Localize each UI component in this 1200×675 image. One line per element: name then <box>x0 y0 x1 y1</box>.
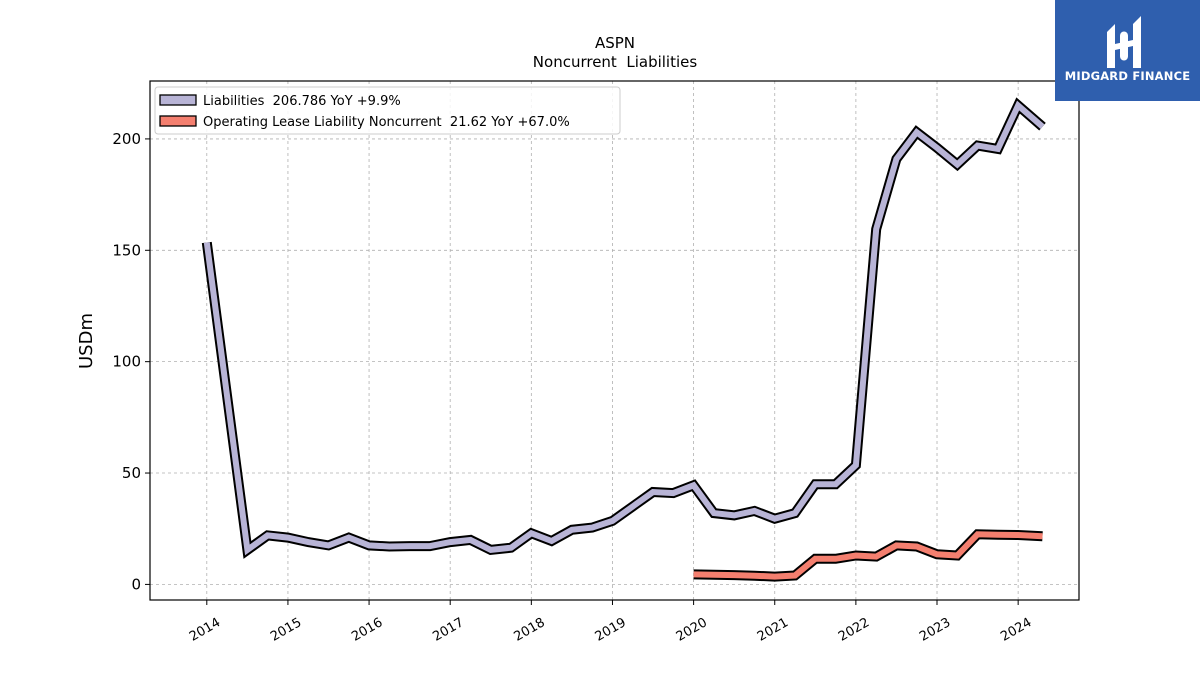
y-tick-label: 0 <box>131 575 141 593</box>
x-tick-label: 2024 <box>998 615 1034 645</box>
x-tick-label: 2018 <box>512 615 548 645</box>
legend-label-liabilities: Liabilities 206.786 YoY +9.9% <box>203 94 401 109</box>
x-tick-label: 2017 <box>430 615 466 645</box>
legend-label-operating-lease: Operating Lease Liability Noncurrent 21.… <box>203 115 570 130</box>
x-tick-label: 2015 <box>268 615 304 645</box>
x-tick-label: 2023 <box>917 615 953 645</box>
legend: Liabilities 206.786 YoY +9.9% Operating … <box>154 86 621 135</box>
x-tick-label: 2022 <box>836 615 872 645</box>
y-tick-label: 100 <box>112 353 141 371</box>
x-tick-label: 2020 <box>674 615 710 645</box>
y-tick-label: 150 <box>112 241 141 259</box>
brand-mark-icon <box>1107 16 1141 68</box>
series-liabilities-outline <box>201 97 1046 559</box>
legend-swatch-liabilities <box>159 94 197 106</box>
legend-swatch-operating-lease <box>159 115 197 127</box>
y-tick-label: 50 <box>122 464 141 482</box>
ticks: 0 50 100 150 200 2014 2015 2016 2017 2018 2019 2020… <box>112 130 1034 645</box>
series-layer <box>201 97 1046 582</box>
y-tick-label: 200 <box>112 130 141 148</box>
x-tick-label: 2019 <box>593 615 629 645</box>
brand-name: MIDGARD FINANCE <box>1064 69 1191 83</box>
y-axis-label: USDm <box>76 313 97 369</box>
x-tick-label: 2021 <box>755 615 791 645</box>
brand-logo: MIDGARD FINANCE <box>1055 0 1200 101</box>
chart-subtitle: Noncurrent Liabilities <box>533 53 698 71</box>
x-tick-label: 2016 <box>349 615 385 645</box>
series-operating-lease-line <box>693 531 1043 580</box>
plot-frame <box>149 80 1080 601</box>
legend-box <box>154 86 621 135</box>
series-liabilities-line <box>203 100 1045 556</box>
chart-title: ASPN <box>595 34 635 52</box>
x-tick-label: 2014 <box>187 615 223 645</box>
